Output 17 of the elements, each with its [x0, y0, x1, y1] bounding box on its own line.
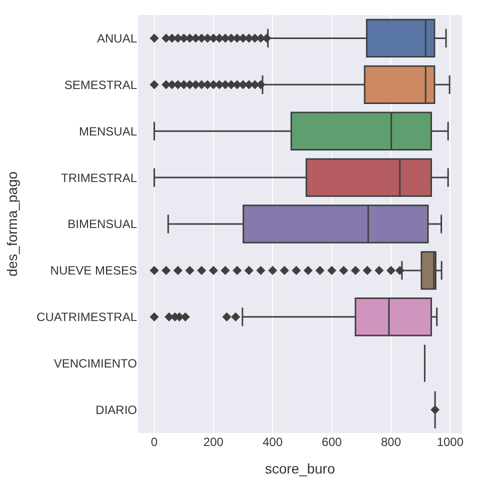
x-axis-title: score_buro — [264, 460, 336, 476]
y-tick-label: BIMENSUAL — [68, 217, 138, 232]
x-tick-label: 600 — [322, 435, 342, 449]
x-tick-label: 0 — [150, 435, 158, 449]
y-tick-label: DIARIO — [96, 402, 137, 417]
x-tick-label: 800 — [380, 435, 402, 449]
x-tick-label: 400 — [262, 435, 283, 449]
y-tick-label: NUEVE MESES — [50, 264, 137, 278]
x-tick-label: 1000 — [436, 435, 464, 449]
x-tick-label: 200 — [203, 435, 224, 449]
y-tick-label: CUATRIMESTRAL — [36, 310, 138, 324]
y-tick-label: SEMESTRAL — [64, 78, 138, 92]
y-tick-label: MENSUAL — [78, 124, 138, 138]
y-tick-label: TRIMESTRAL — [60, 170, 138, 185]
y-tick-label: ANUAL — [96, 31, 138, 46]
y-tick-label: VENCIMIENTO — [54, 356, 137, 371]
y-axis-title: des_forma_pago — [4, 171, 20, 277]
